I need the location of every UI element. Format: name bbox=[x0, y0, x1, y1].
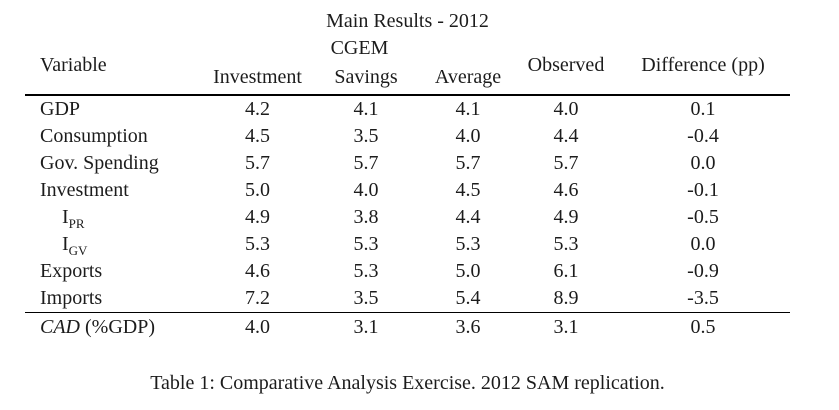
cell-savings: 3.8 bbox=[353, 206, 379, 228]
table-row-igv: IGV 5.3 5.3 5.3 5.3 0.0 bbox=[25, 231, 790, 258]
col-header-difference: Difference (pp) bbox=[616, 36, 791, 96]
results-table: Main Results - 2012 Variable CGEM Observ… bbox=[25, 6, 791, 342]
row-label: Gov. Spending bbox=[40, 152, 159, 174]
cell-average: 5.4 bbox=[455, 287, 481, 309]
cell-difference: 0.0 bbox=[690, 152, 716, 174]
cell-investment: 5.7 bbox=[245, 152, 270, 174]
cell-observed: 5.3 bbox=[553, 233, 579, 255]
col-header-investment: Investment bbox=[203, 60, 312, 96]
table-row-cad: CAD (%GDP) 4.0 3.1 3.6 3.1 0.5 bbox=[25, 312, 791, 342]
row-label: IPR bbox=[25, 204, 203, 231]
header-subcolumn-row: Investment Savings Average bbox=[25, 60, 790, 96]
cell-observed: 5.7 bbox=[553, 152, 579, 174]
table-row-exports: Exports 4.6 5.3 5.0 6.1 -0.9 bbox=[25, 258, 790, 285]
table-row-gov-spending: Gov. Spending 5.7 5.7 5.7 5.7 0.0 bbox=[25, 150, 790, 177]
cell-savings: 5.3 bbox=[353, 260, 379, 282]
row-label: Exports bbox=[40, 260, 103, 282]
cell-average: 5.7 bbox=[455, 152, 481, 174]
cell-difference: 0.0 bbox=[690, 233, 716, 255]
cell-observed: 3.1 bbox=[516, 312, 616, 342]
table-row-consumption: Consumption 4.5 3.5 4.0 4.4 -0.4 bbox=[25, 123, 790, 150]
cell-average: 4.0 bbox=[455, 125, 481, 147]
cell-savings: 3.5 bbox=[353, 125, 379, 147]
cell-investment: 4.6 bbox=[245, 260, 270, 282]
row-label: GDP bbox=[40, 98, 81, 120]
header-group-row: Variable CGEM Observed Difference (pp) bbox=[25, 36, 791, 96]
cell-average: 4.5 bbox=[455, 179, 481, 201]
row-label-rest: (%GDP) bbox=[80, 316, 155, 338]
cell-savings: 3.1 bbox=[312, 312, 420, 342]
row-label-subscript: PR bbox=[68, 216, 85, 231]
col-header-observed: Observed bbox=[516, 36, 616, 96]
table-title-row: Main Results - 2012 bbox=[25, 6, 790, 36]
cell-average: 4.4 bbox=[455, 206, 481, 228]
cell-observed: 8.9 bbox=[553, 287, 579, 309]
cell-investment: 4.2 bbox=[245, 98, 270, 120]
cell-difference: -0.1 bbox=[687, 179, 719, 201]
table-row-imports: Imports 7.2 3.5 5.4 8.9 -3.5 bbox=[25, 285, 790, 313]
col-group-header-cgem: CGEM bbox=[330, 36, 389, 59]
table-row-ipr: IPR 4.9 3.8 4.4 4.9 -0.5 bbox=[25, 204, 790, 231]
row-label: Imports bbox=[40, 287, 103, 309]
col-header-savings: Savings bbox=[312, 60, 420, 96]
cell-average: 5.0 bbox=[455, 260, 481, 282]
cell-average: 4.1 bbox=[455, 98, 481, 120]
cell-observed: 4.0 bbox=[553, 98, 579, 120]
table-row-gdp: GDP 4.2 4.1 4.1 4.0 0.1 bbox=[25, 95, 790, 123]
cell-savings: 3.5 bbox=[353, 287, 379, 309]
row-label-main: I bbox=[62, 206, 69, 228]
cell-difference: -3.5 bbox=[687, 287, 719, 309]
table-title: Main Results - 2012 bbox=[326, 9, 489, 32]
row-label: IGV bbox=[25, 231, 203, 258]
cell-savings: 5.3 bbox=[353, 233, 379, 255]
cell-investment: 5.3 bbox=[245, 233, 270, 255]
cell-investment: 4.9 bbox=[245, 206, 270, 228]
cell-investment: 5.0 bbox=[245, 179, 270, 201]
table-row-investment: Investment 5.0 4.0 4.5 4.6 -0.1 bbox=[25, 177, 790, 204]
row-label-main: I bbox=[62, 233, 69, 255]
table-caption: Table 1: Comparative Analysis Exercise. … bbox=[150, 372, 665, 394]
cell-investment: 7.2 bbox=[245, 287, 270, 309]
row-label-italic: CAD bbox=[40, 316, 80, 338]
cell-average: 3.6 bbox=[420, 312, 516, 342]
cell-savings: 4.0 bbox=[353, 179, 379, 201]
cell-savings: 4.1 bbox=[353, 98, 379, 120]
cell-difference: 0.5 bbox=[616, 312, 791, 342]
col-header-variable: Variable bbox=[25, 36, 203, 96]
cell-observed: 6.1 bbox=[553, 260, 579, 282]
row-label: Investment bbox=[40, 179, 129, 201]
row-label-subscript: GV bbox=[68, 243, 88, 258]
col-header-average: Average bbox=[420, 60, 516, 96]
cell-difference: 0.1 bbox=[690, 98, 716, 120]
row-label: CAD (%GDP) bbox=[25, 312, 203, 342]
cell-observed: 4.6 bbox=[553, 179, 579, 201]
cell-savings: 5.7 bbox=[353, 152, 379, 174]
cell-difference: -0.9 bbox=[687, 260, 719, 282]
cell-difference: -0.5 bbox=[687, 206, 719, 228]
cell-investment: 4.5 bbox=[245, 125, 270, 147]
cell-average: 5.3 bbox=[455, 233, 481, 255]
cell-difference: -0.4 bbox=[687, 125, 719, 147]
cell-observed: 4.4 bbox=[553, 125, 579, 147]
cell-investment: 4.0 bbox=[203, 312, 312, 342]
cell-observed: 4.9 bbox=[553, 206, 579, 228]
row-label: Consumption bbox=[40, 125, 148, 147]
